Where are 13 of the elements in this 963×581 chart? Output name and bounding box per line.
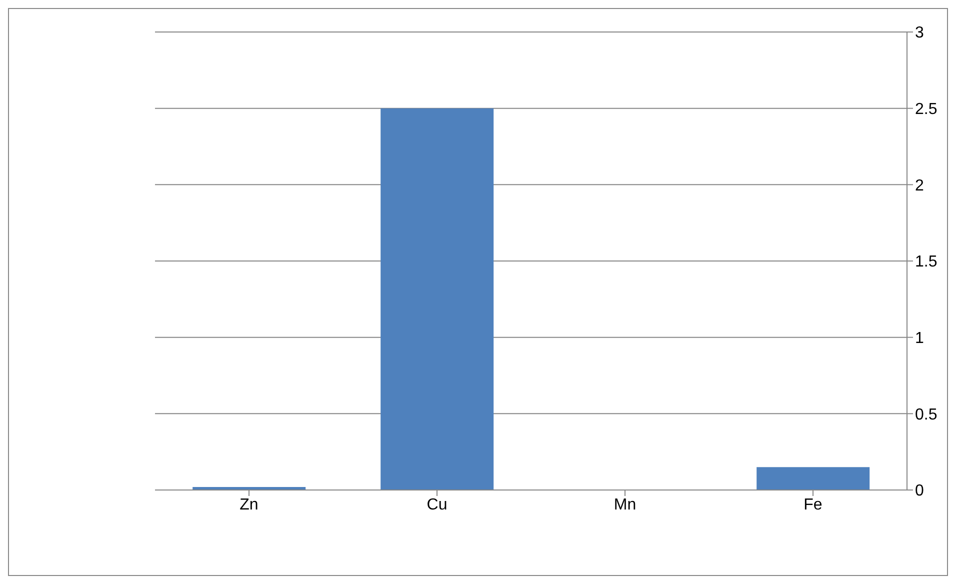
x-tick-label: Fe — [804, 496, 822, 514]
y-tick-label: 0.5 — [915, 406, 938, 424]
bar — [756, 467, 870, 490]
y-tick-label: 1.5 — [915, 254, 938, 271]
x-tick-label: Cu — [426, 496, 448, 514]
y-tick-label: 2 — [915, 177, 924, 194]
y-tick-label: 1 — [915, 330, 924, 348]
y-tick-label: 0 — [915, 482, 924, 500]
x-tick-label: Zn — [240, 496, 258, 514]
y-tick-label: 2.5 — [915, 101, 938, 118]
bar — [380, 108, 494, 490]
x-tick-label: Mn — [614, 496, 636, 514]
y-tick-label: 3 — [915, 24, 924, 42]
